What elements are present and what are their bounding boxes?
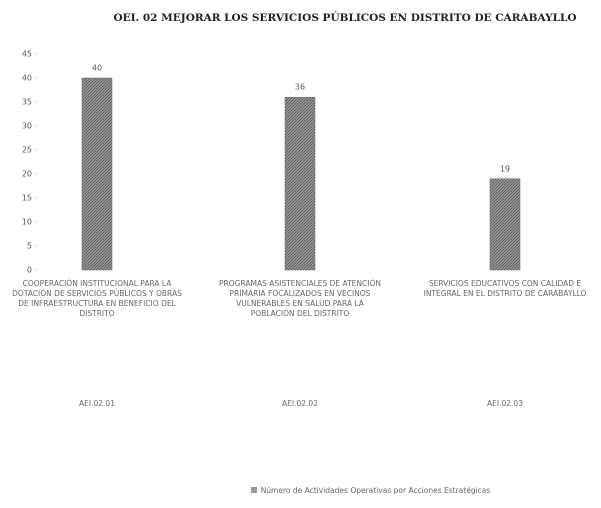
y-tick-label: 20 [22, 170, 32, 179]
chart-title: OEI. 02 MEJORAR LOS SERVICIOS PÚBLICOS E… [114, 10, 577, 24]
category-code: AEI.02.01 [79, 399, 115, 408]
x-tick-label: Cooperación institucional para la dotaci… [12, 279, 182, 318]
category-code: AEI.02.03 [487, 399, 523, 408]
legend-swatch [250, 487, 257, 493]
legend-label: Número de Actividades Operativas por Acc… [260, 486, 491, 495]
value-label: 40 [92, 64, 102, 73]
y-tick-label: 35 [22, 98, 32, 107]
y-tick-label: 10 [22, 218, 32, 227]
y-tick-label: 30 [22, 122, 32, 131]
x-tick-label: Servicios educativos con calidad e integ… [423, 279, 587, 298]
y-tick-label: 15 [22, 194, 32, 203]
y-tick-label: 25 [22, 146, 32, 155]
value-label: 36 [295, 83, 305, 92]
x-tick-label: Programas asistenciales de atención prim… [218, 279, 381, 318]
bar [81, 77, 113, 271]
y-tick-label: 0 [27, 266, 32, 275]
category-code: AEI.02.02 [282, 399, 318, 408]
value-label: 19 [500, 164, 510, 173]
bar [489, 178, 521, 271]
y-tick-label: 45 [22, 50, 32, 59]
bar [284, 96, 316, 271]
y-tick-label: 40 [22, 74, 32, 83]
y-tick-label: 5 [27, 242, 32, 251]
legend: Número de Actividades Operativas por Acc… [0, 486, 601, 495]
